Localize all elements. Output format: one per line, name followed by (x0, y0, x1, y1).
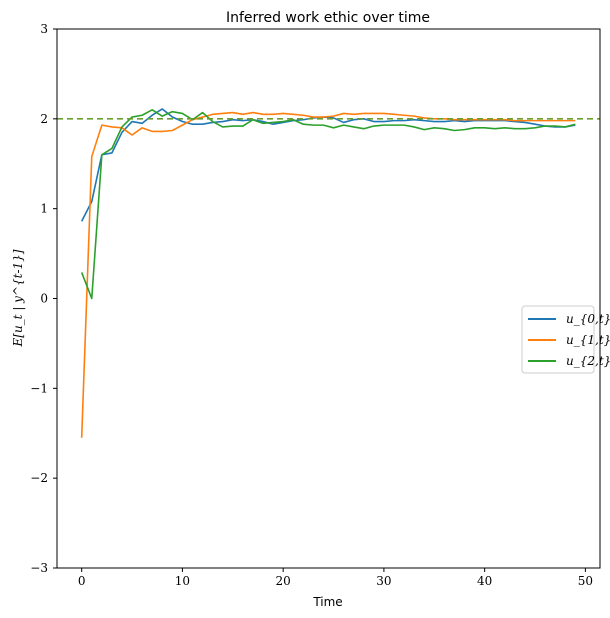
x-axis-label: Time (312, 595, 342, 609)
legend: u_{0,t} u_{1,t} u_{2,t} (521, 305, 610, 374)
y-axis-label: E[u_t | y^{t-1}] (11, 249, 25, 347)
x-tick-label: 20 (276, 574, 291, 588)
y-tick-label: 0 (40, 292, 48, 306)
series-line-0 (80, 108, 576, 222)
x-tick-label: 50 (578, 574, 593, 588)
y-tick-label: 3 (40, 22, 48, 36)
x-tick-label: 10 (175, 574, 190, 588)
legend-label-2: u_{2,t} (566, 354, 610, 368)
legend-box (521, 305, 595, 374)
chart-title: Inferred work ethic over time (226, 10, 430, 26)
plot-area (57, 108, 600, 438)
y-tick-label: 1 (40, 202, 48, 216)
x-tick-label: 40 (477, 574, 492, 588)
y-tick-label: −1 (30, 381, 48, 395)
y-tick-label: 2 (40, 112, 48, 126)
y-tick-label: −2 (30, 471, 48, 485)
legend-label-0: u_{0,t} (566, 312, 610, 326)
x-tick-label: 30 (376, 574, 391, 588)
x-tick-label: 0 (78, 574, 86, 588)
legend-label-1: u_{1,t} (566, 333, 610, 347)
series-line-2 (80, 109, 576, 300)
series-line-1 (80, 111, 576, 438)
y-tick-label: −3 (30, 561, 48, 575)
